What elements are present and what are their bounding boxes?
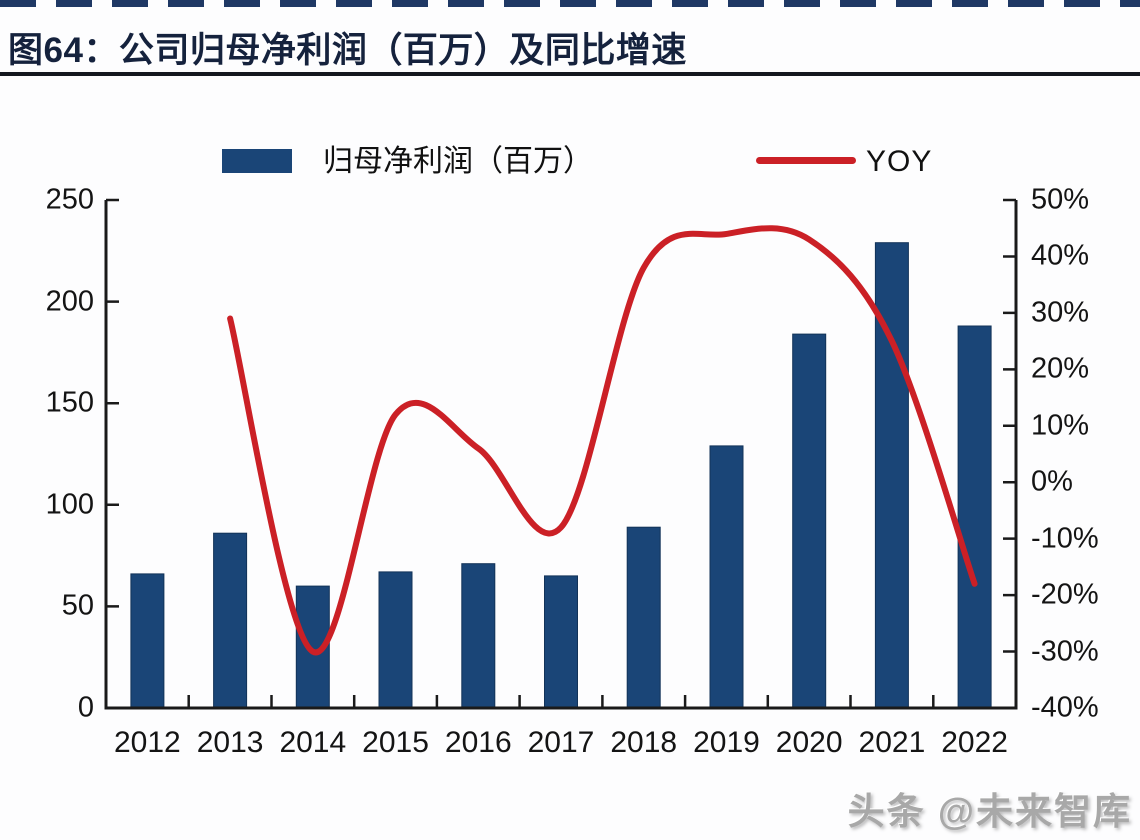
bar-2019 xyxy=(709,445,744,709)
left-axis-tick-label: 50 xyxy=(61,589,94,622)
right-axis-tick-label: 10% xyxy=(1031,409,1090,442)
bar-2020 xyxy=(792,333,827,709)
top-dashed-border xyxy=(0,0,1140,7)
x-axis-year-label: 2022 xyxy=(941,726,1008,759)
left-axis-tick-label: 100 xyxy=(45,488,94,521)
figure-title: 图64：公司归母净利润（百万）及同比增速 xyxy=(8,31,687,70)
axes xyxy=(104,200,1018,710)
right-axis-tick-label: 0% xyxy=(1031,465,1073,498)
right-axis-tick-label: -40% xyxy=(1031,691,1099,724)
right-axis-tick-label: 50% xyxy=(1031,183,1090,216)
x-axis-year-label: 2014 xyxy=(279,726,347,759)
x-axis-year-label: 2017 xyxy=(527,726,595,759)
bar-2015 xyxy=(378,571,413,709)
yoy-line xyxy=(227,225,978,656)
title-divider xyxy=(0,72,1140,76)
left-axis-tick-label: 200 xyxy=(45,285,94,318)
left-axis-tick-label: 250 xyxy=(45,183,94,216)
x-axis-year-label: 2013 xyxy=(196,726,264,759)
right-axis-tick-label: -30% xyxy=(1031,635,1099,668)
legend-line-swatch xyxy=(756,157,856,164)
axis-ticks xyxy=(104,198,1018,710)
legend-yoy-label: YOY xyxy=(866,145,933,178)
left-axis-tick-label: 150 xyxy=(45,386,94,419)
right-axis-tick-label: 20% xyxy=(1031,352,1090,385)
x-axis-year-label: 2018 xyxy=(610,726,678,759)
right-axis-tick-label: 30% xyxy=(1031,296,1090,329)
bar-2013 xyxy=(213,532,248,709)
x-axis-year-label: 2012 xyxy=(113,726,181,759)
bar-2018 xyxy=(626,526,661,709)
x-axis-year-label: 2015 xyxy=(362,726,429,759)
bar-2016 xyxy=(461,563,496,709)
right-axis-tick-label: -20% xyxy=(1031,578,1099,611)
x-axis-year-label: 2020 xyxy=(775,726,843,759)
legend-bar-label: 归母净利润（百万） xyxy=(323,145,593,178)
x-axis-year-label: 2021 xyxy=(858,726,926,759)
right-axis-tick-label: 40% xyxy=(1031,239,1090,272)
x-axis-year-label: 2016 xyxy=(444,726,512,759)
bar-2021 xyxy=(874,242,909,709)
bar-2012 xyxy=(130,573,165,709)
watermark: 头条 @未来智库 xyxy=(847,791,1132,832)
left-axis-tick-label: 0 xyxy=(77,691,94,724)
bar-2017 xyxy=(544,575,578,709)
legend-bar-swatch xyxy=(222,149,292,173)
bar-2022 xyxy=(957,325,992,709)
right-axis-tick-label: -10% xyxy=(1031,522,1099,555)
x-axis-year-label: 2019 xyxy=(693,726,760,759)
